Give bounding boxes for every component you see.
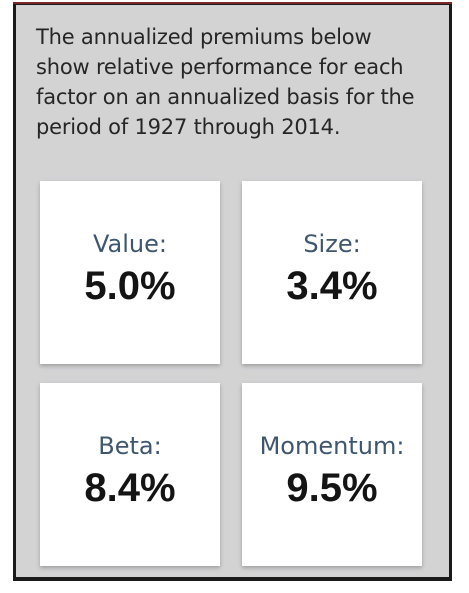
factor-card-momentum: Momentum: 9.5% [242,383,422,566]
factor-premium-value: 5.0% [84,264,176,308]
intro-text: The annualized premiums below show relati… [36,22,436,142]
factor-label-size: Size: [303,230,361,258]
factor-label-beta: Beta: [98,432,162,460]
factor-premium-size: 3.4% [286,264,378,308]
factor-card-size: Size: 3.4% [242,181,422,364]
factor-label-momentum: Momentum: [259,432,405,460]
intro-line-1: The annualized premiums below [36,25,372,49]
factor-label-value: Value: [93,230,167,258]
factor-premium-beta: 8.4% [84,466,176,510]
intro-line-2: show relative performance for each [36,55,404,79]
factor-premium-momentum: 9.5% [286,466,378,510]
factor-card-beta: Beta: 8.4% [40,383,220,566]
factor-card-value: Value: 5.0% [40,181,220,364]
intro-line-3: factor on an annualized basis for the [36,85,415,109]
intro-line-4: period of 1927 through 2014. [36,115,341,139]
